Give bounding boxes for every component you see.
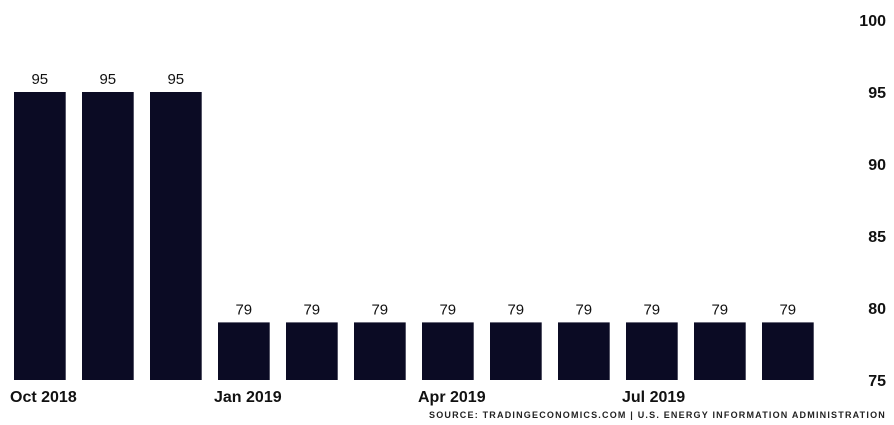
y-tick-label: 85 <box>868 229 886 246</box>
data-label: 79 <box>439 301 456 318</box>
bar-may-2019 <box>490 322 542 380</box>
data-label: 95 <box>99 71 116 88</box>
y-tick-label: 75 <box>868 373 886 390</box>
bar-oct-2018 <box>14 92 66 380</box>
data-labels-group: 95 95 95 79 79 79 79 79 79 79 79 79 <box>31 71 796 318</box>
bar-apr-2019 <box>422 322 474 380</box>
bars-group <box>14 92 814 380</box>
x-tick-label: Jan 2019 <box>214 389 282 406</box>
data-label: 95 <box>31 71 48 88</box>
bar-feb-2019 <box>286 322 338 380</box>
bar-dec-2018 <box>150 92 202 380</box>
source-note: SOURCE: TRADINGECONOMICS.COM | U.S. ENER… <box>429 410 886 420</box>
y-tick-label: 100 <box>859 13 886 30</box>
data-label: 79 <box>371 301 388 318</box>
bar-jun-2019 <box>558 322 610 380</box>
bar-sep-2019 <box>762 322 814 380</box>
x-axis: Oct 2018 Jan 2019 Apr 2019 Jul 2019 <box>10 389 685 406</box>
x-tick-label: Apr 2019 <box>418 389 486 406</box>
data-label: 79 <box>711 301 728 318</box>
bar-jan-2019 <box>218 322 270 380</box>
y-tick-label: 80 <box>868 301 886 318</box>
y-tick-label: 90 <box>868 157 886 174</box>
data-label: 79 <box>303 301 320 318</box>
data-label: 79 <box>779 301 796 318</box>
x-tick-label: Jul 2019 <box>622 389 685 406</box>
bar-mar-2019 <box>354 322 406 380</box>
y-tick-label: 95 <box>868 85 886 102</box>
data-label: 79 <box>643 301 660 318</box>
bar-nov-2018 <box>82 92 134 380</box>
bar-aug-2019 <box>694 322 746 380</box>
data-label: 79 <box>575 301 592 318</box>
bar-jul-2019 <box>626 322 678 380</box>
data-label: 79 <box>507 301 524 318</box>
data-label: 79 <box>235 301 252 318</box>
x-tick-label: Oct 2018 <box>10 389 77 406</box>
y-axis: 75 80 85 90 95 100 <box>859 13 886 390</box>
data-label: 95 <box>167 71 184 88</box>
